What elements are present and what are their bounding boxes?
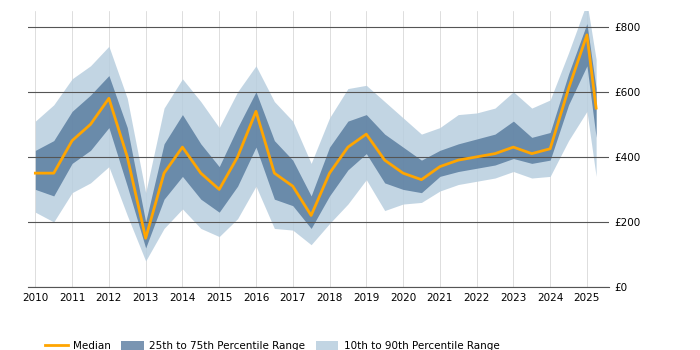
Legend: Median, 25th to 75th Percentile Range, 10th to 90th Percentile Range: Median, 25th to 75th Percentile Range, 1… [41,336,503,350]
